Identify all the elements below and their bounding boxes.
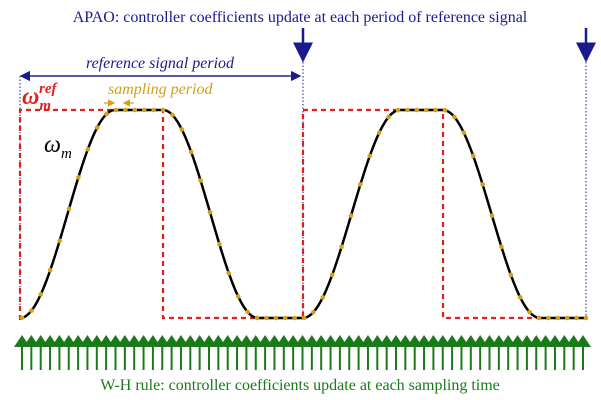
sample-dot <box>47 268 53 273</box>
sample-dot <box>132 107 138 113</box>
sample-dot <box>461 130 467 136</box>
period-label: reference signal period <box>86 55 235 72</box>
sample-dot <box>151 107 156 113</box>
sample-dot <box>555 315 561 321</box>
title: APAO: controller coefficients update at … <box>73 9 528 26</box>
sample-dot <box>386 114 391 120</box>
sample-dot <box>536 315 542 321</box>
sample-dot <box>170 112 175 118</box>
sample-dot <box>301 315 307 321</box>
sample-dot <box>207 209 213 215</box>
omega: ωm <box>44 132 72 162</box>
symbol: ω <box>44 132 61 158</box>
caption: W-H rule: controller coefficients update… <box>100 377 500 394</box>
sample-dot <box>76 175 81 180</box>
sample-dot <box>433 107 438 113</box>
sample-dot <box>358 182 363 187</box>
sample-dot <box>217 241 222 247</box>
sample-dot <box>452 114 457 120</box>
sample-dot <box>480 182 485 187</box>
samples <box>19 107 589 321</box>
sample-dot <box>546 315 551 321</box>
sample-dot <box>414 107 420 113</box>
sample-dot <box>57 238 62 244</box>
sample-dot <box>245 309 250 315</box>
sample-dot <box>123 107 128 113</box>
omega-ref: ωmref <box>22 81 59 114</box>
sample-dot <box>499 244 504 250</box>
sample-dot <box>188 149 194 155</box>
subscript: m <box>39 98 51 114</box>
sample-dot <box>19 315 25 321</box>
sample-dot <box>282 315 288 321</box>
sample-dot <box>564 315 570 321</box>
sample-dot <box>329 272 335 278</box>
symbol: ω <box>22 84 39 110</box>
sample-dot <box>292 315 297 321</box>
sample-dot <box>574 315 579 321</box>
sample-dot <box>348 213 354 218</box>
sample-dot <box>226 270 232 276</box>
subscript: m <box>61 146 72 162</box>
sample-dot <box>367 153 373 159</box>
sample-dot <box>141 107 147 113</box>
sample-dot <box>527 309 532 315</box>
sample-dot <box>29 308 34 313</box>
superscript: ref <box>39 81 58 97</box>
sample-dot <box>264 315 269 321</box>
sample-dot <box>442 107 448 113</box>
sample-dot <box>376 130 382 136</box>
sample-dot <box>160 107 166 113</box>
sample-dot <box>508 272 514 278</box>
sample-dot <box>104 111 109 117</box>
sample-dot <box>489 213 495 218</box>
sample-dot <box>583 315 589 321</box>
sample-dot <box>94 125 100 130</box>
sample-dot <box>113 107 119 113</box>
sample-dot <box>320 295 326 300</box>
sample-dot <box>311 309 316 315</box>
sample-dot <box>254 315 260 321</box>
sample-dot <box>339 244 344 250</box>
sample-dot <box>179 127 185 132</box>
sample-dot <box>85 147 91 152</box>
sample-dot <box>66 206 72 212</box>
sample-dot <box>395 107 401 113</box>
sample-dot <box>198 178 203 183</box>
sample-dot <box>405 107 410 113</box>
sample-dot <box>273 315 279 321</box>
sampling-label: sampling period <box>108 81 213 98</box>
sample-dot <box>235 294 241 299</box>
sample-dot <box>470 153 476 159</box>
sample-dot <box>517 295 523 300</box>
sample-dot <box>38 292 44 297</box>
wh-arrows <box>14 335 591 370</box>
reference-signal <box>18 108 586 320</box>
sample-dot <box>423 107 429 113</box>
